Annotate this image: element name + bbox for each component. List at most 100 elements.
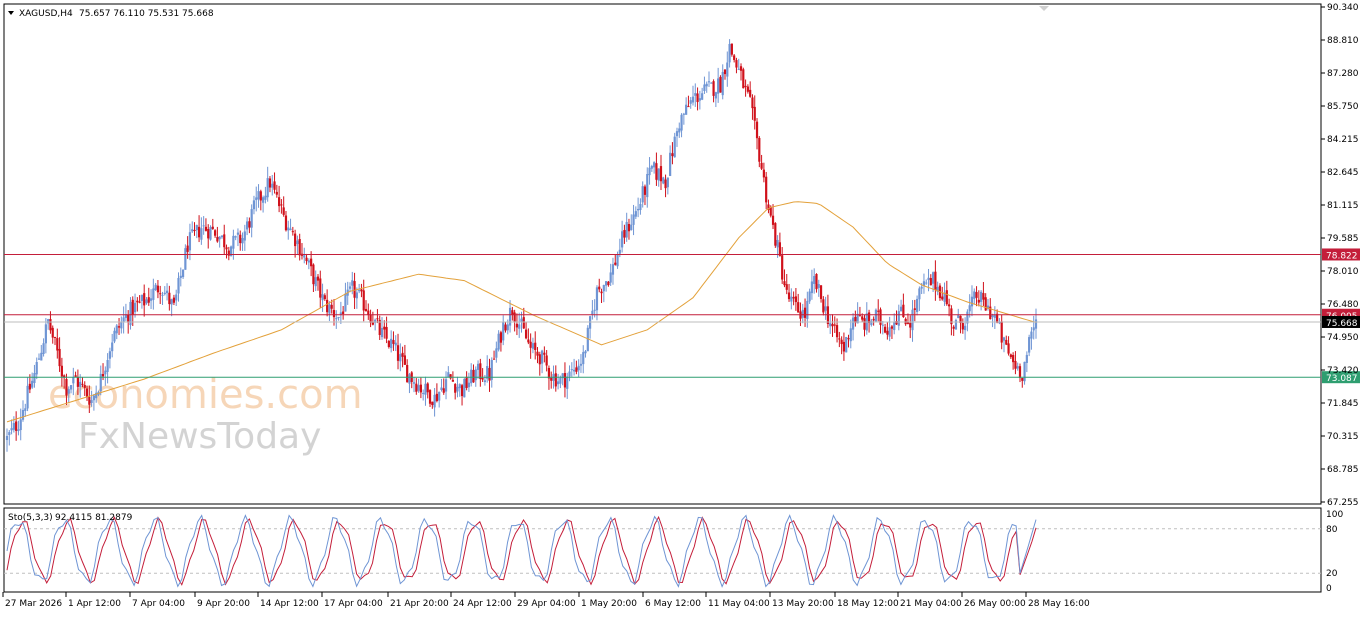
- moving-average-line: [6, 201, 1037, 423]
- candle: [982, 281, 985, 306]
- candle: [115, 323, 118, 340]
- candle: [646, 167, 649, 208]
- candle: [216, 226, 219, 243]
- candle: [948, 298, 951, 317]
- time-tick-label: 6 May 12:00: [645, 599, 701, 609]
- candle: [476, 360, 480, 379]
- candle: [851, 313, 855, 341]
- candle: [639, 198, 642, 215]
- candle: [664, 174, 667, 198]
- price-tick-label: 81.115: [1327, 201, 1359, 211]
- candle: [296, 235, 299, 255]
- candle: [753, 95, 756, 130]
- candle: [264, 186, 267, 204]
- candle: [755, 118, 759, 150]
- price-tick-label: 85.750: [1327, 102, 1359, 112]
- candle: [161, 291, 164, 305]
- candle: [673, 132, 676, 158]
- candle: [140, 294, 144, 309]
- candle: [863, 314, 866, 337]
- price-tick-label: 79.585: [1327, 234, 1359, 244]
- candle: [543, 346, 546, 363]
- dropdown-triangle-icon[interactable]: [8, 11, 14, 15]
- candle: [53, 336, 57, 346]
- candle: [945, 280, 948, 306]
- candle: [291, 226, 294, 236]
- price-tick-label: 84.215: [1327, 135, 1359, 145]
- candle: [1025, 351, 1028, 373]
- candle: [915, 295, 919, 316]
- candle: [492, 350, 496, 360]
- candle: [172, 294, 176, 306]
- candle: [952, 325, 955, 336]
- candle: [929, 274, 932, 286]
- candle: [442, 378, 445, 395]
- candle: [415, 378, 418, 395]
- candle: [733, 53, 736, 63]
- candle: [522, 307, 525, 330]
- candle: [353, 272, 356, 309]
- candle: [1000, 314, 1003, 350]
- candle: [637, 197, 640, 218]
- candle: [486, 355, 489, 383]
- time-tick-label: 7 Apr 04:00: [132, 599, 185, 609]
- candle: [58, 337, 61, 372]
- candle: [998, 318, 1001, 325]
- candle: [934, 260, 937, 301]
- time-tick-label: 29 Apr 04:00: [517, 599, 576, 609]
- candle: [671, 142, 674, 165]
- candle: [72, 367, 75, 396]
- candle: [883, 323, 887, 334]
- candle: [149, 289, 153, 309]
- candle: [211, 218, 214, 230]
- candle: [744, 79, 747, 97]
- candle: [856, 302, 859, 324]
- candle: [696, 87, 699, 111]
- candle: [197, 215, 201, 243]
- candle: [154, 282, 157, 291]
- candle: [5, 428, 9, 452]
- candle: [122, 306, 125, 334]
- candle: [730, 43, 733, 57]
- candle: [831, 314, 834, 337]
- candle: [332, 299, 336, 326]
- candle: [88, 385, 91, 413]
- candle: [749, 81, 752, 98]
- candle: [849, 319, 852, 349]
- candle: [257, 184, 260, 208]
- candle: [703, 76, 706, 94]
- candle: [586, 325, 589, 352]
- candle: [536, 347, 539, 364]
- candle: [607, 281, 610, 287]
- candle: [51, 325, 54, 344]
- candle: [771, 204, 775, 230]
- candle: [630, 214, 633, 231]
- level-tag-text: 78.822: [1326, 251, 1358, 261]
- watermark-fxnewstoday: FxNewsToday: [78, 416, 321, 457]
- candle: [136, 297, 139, 312]
- candle: [371, 311, 374, 326]
- candle: [996, 309, 999, 324]
- candle: [568, 365, 571, 382]
- candle: [623, 224, 626, 244]
- candle: [879, 307, 882, 334]
- level-tag-text: 73.087: [1326, 374, 1358, 384]
- stoch-main-line: [6, 514, 1037, 588]
- candle: [577, 359, 580, 377]
- candle: [497, 330, 500, 352]
- candle: [598, 278, 601, 293]
- candle: [177, 272, 180, 302]
- candle: [378, 315, 381, 340]
- candle: [847, 334, 850, 348]
- candle: [42, 338, 45, 357]
- candle: [193, 222, 196, 236]
- stochastic-series: 100 80 20 0: [4, 510, 1343, 594]
- candle: [65, 373, 68, 406]
- candle: [787, 283, 791, 302]
- candle: [387, 340, 390, 349]
- time-tick-label: 18 May 12:00: [837, 599, 899, 609]
- scroll-marker-icon[interactable]: [1039, 6, 1049, 11]
- candle: [69, 384, 73, 394]
- candle: [81, 377, 84, 388]
